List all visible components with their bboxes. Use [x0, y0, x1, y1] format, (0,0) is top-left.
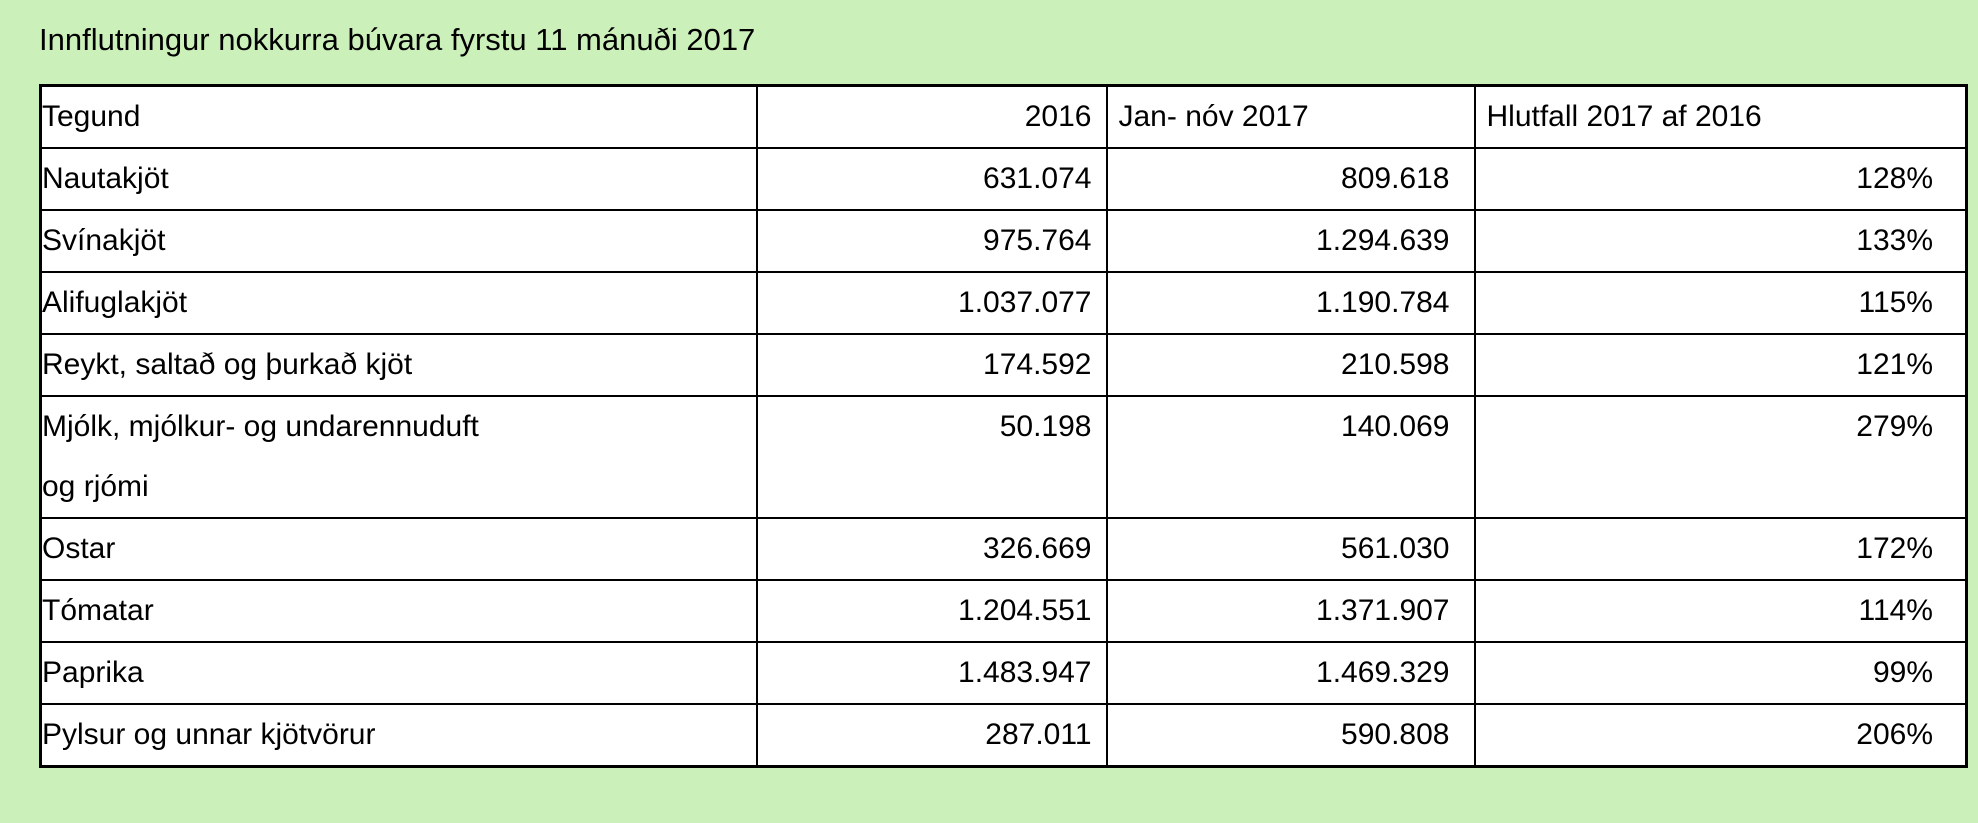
cell-2016: 287.011	[755, 703, 1108, 768]
cell-tegund: Reykt, saltað og þurkað kjöt	[39, 333, 758, 397]
col-header-2016: 2016	[755, 84, 1108, 149]
cell-hlutfall: 128%	[1473, 147, 1968, 211]
table-row: Nautakjöt 631.074 809.618 128%	[39, 147, 1968, 211]
cell-jan-nov-2017: 590.808	[1105, 703, 1476, 768]
cell-jan-nov-2017: 1.294.639	[1105, 209, 1476, 273]
page-title: Innflutningur nokkurra búvara fyrstu 11 …	[39, 22, 756, 57]
cell-jan-nov-2017: 210.598	[1105, 333, 1476, 397]
cell-tegund: Paprika	[39, 641, 758, 705]
cell-hlutfall: 115%	[1473, 271, 1968, 335]
cell-tegund: Alifuglakjöt	[39, 271, 758, 335]
cell-hlutfall: 206%	[1473, 703, 1968, 768]
cell-tegund: Tómatar	[39, 579, 758, 643]
table-row: Paprika 1.483.947 1.469.329 99%	[39, 641, 1968, 705]
table-row: Pylsur og unnar kjötvörur 287.011 590.808 2…	[39, 703, 1968, 768]
cell-tegund: Nautakjöt	[39, 147, 758, 211]
header-row: Tegund 2016 Jan- nóv 2017 Hlutfall 2017 …	[39, 84, 1968, 149]
import-data-table: Tegund 2016 Jan- nóv 2017 Hlutfall 2017 …	[39, 84, 1968, 768]
table-row: Alifuglakjöt 1.037.077 1.190.784 115%	[39, 271, 1968, 335]
cell-tegund: Pylsur og unnar kjötvörur	[39, 703, 758, 768]
cell-jan-nov-2017: 140.069	[1105, 395, 1476, 519]
cell-tegund: Ostar	[39, 517, 758, 581]
cell-2016: 1.204.551	[755, 579, 1108, 643]
cell-hlutfall: 114%	[1473, 579, 1968, 643]
cell-jan-nov-2017: 561.030	[1105, 517, 1476, 581]
cell-hlutfall: 121%	[1473, 333, 1968, 397]
col-header-jan-nov-2017: Jan- nóv 2017	[1105, 84, 1476, 149]
cell-2016: 1.037.077	[755, 271, 1108, 335]
table-row: Mjólk, mjólkur- og undarennuduft og rjóm…	[39, 395, 1968, 519]
cell-tegund: Mjólk, mjólkur- og undarennuduft og rjóm…	[39, 395, 758, 519]
col-header-hlutfall-2017-af-2016: Hlutfall 2017 af 2016	[1473, 84, 1968, 149]
cell-hlutfall: 172%	[1473, 517, 1968, 581]
cell-2016: 1.483.947	[755, 641, 1108, 705]
cell-hlutfall: 99%	[1473, 641, 1968, 705]
cell-jan-nov-2017: 1.190.784	[1105, 271, 1476, 335]
cell-2016: 631.074	[755, 147, 1108, 211]
cell-hlutfall: 133%	[1473, 209, 1968, 273]
table-row: Svínakjöt 975.764 1.294.639 133%	[39, 209, 1968, 273]
table-row: Ostar 326.669 561.030 172%	[39, 517, 1968, 581]
cell-jan-nov-2017: 1.371.907	[1105, 579, 1476, 643]
cell-2016: 975.764	[755, 209, 1108, 273]
table-row: Tómatar 1.204.551 1.371.907 114%	[39, 579, 1968, 643]
worksheet: Innflutningur nokkurra búvara fyrstu 11 …	[39, 22, 1968, 768]
cell-2016: 50.198	[755, 395, 1108, 519]
cell-hlutfall: 279%	[1473, 395, 1968, 519]
cell-2016: 174.592	[755, 333, 1108, 397]
table-row: Reykt, saltað og þurkað kjöt 174.592 210.5…	[39, 333, 1968, 397]
cell-jan-nov-2017: 809.618	[1105, 147, 1476, 211]
cell-jan-nov-2017: 1.469.329	[1105, 641, 1476, 705]
cell-2016: 326.669	[755, 517, 1108, 581]
cell-tegund: Svínakjöt	[39, 209, 758, 273]
col-header-tegund: Tegund	[39, 84, 758, 149]
